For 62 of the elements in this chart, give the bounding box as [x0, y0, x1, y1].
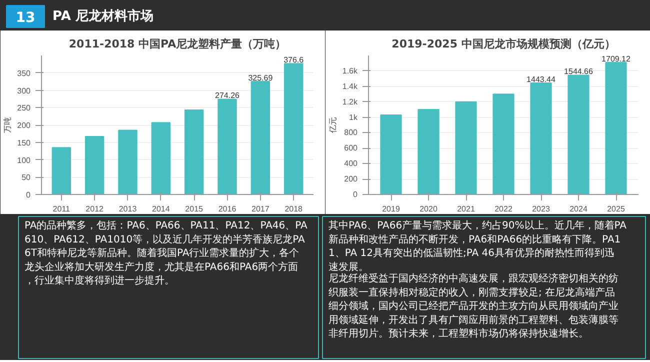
x-tick-label: 2024 [570, 204, 588, 214]
text: 1443.44 [526, 75, 556, 84]
y-tick-label: 1.2k [342, 97, 358, 106]
x-tick-label: 2018 [284, 204, 304, 214]
text: PA的品种繁多，包括：PA6、PA66、PA11、PA12、PA46、PA610、PA612、PA1010等，以及近几年开发的半芳香族尼龙PA6T和特种尼龙等新品种。随着我国PA行业需求量的扩大，各个龙头企业将加大研发生产力度，尤其是在PA66和PA6两个方面，行业集中度将得到进一步提升。 [24, 220, 308, 286]
bar [455, 101, 477, 194]
bar [218, 98, 237, 194]
x-tick-label: 2019 [382, 204, 400, 214]
y-tick-label: 150 [17, 138, 32, 148]
y-tick-label: 0 [353, 190, 358, 199]
x-tick-label: 2021 [457, 204, 476, 214]
bar [84, 136, 104, 194]
x-tick-label: 2025 [607, 204, 626, 214]
text: 325.69 [248, 73, 273, 82]
y-tick-label: 350 [17, 68, 32, 78]
bar [380, 114, 402, 194]
bar [52, 147, 72, 194]
chart-title: 2019-2025 中国尼龙市场规模预测（亿元） [392, 38, 616, 50]
y-tick-label: 0 [26, 190, 32, 200]
y-tick-label: 200 [344, 174, 358, 184]
x-tick-label: 2011 [52, 204, 71, 214]
text: PA 尼龙材料市场 [52, 8, 154, 24]
bar [118, 130, 138, 194]
text: 尼龙纤维受益于国内经济的中高速发展，跟宏观经济密切相关的纺织服装一直保持相对稳定的收入，刚需支撑较足; 在尼龙高端产品细分领域，国内公司已经把产品开发的主攻方向从民用领域向产业用领域延伸，开发出了具有广阔应用前景的工程塑料、包装薄膜等非纤用切片。预计未来，工程塑料市场仍将保持快速增长。 [328, 272, 618, 340]
text: 13 [16, 10, 36, 26]
x-tick-label: 2014 [152, 204, 170, 214]
y-tick-label: 600 [344, 144, 358, 153]
bar [151, 122, 171, 194]
text: 其中PA6、PA66产量与需求最大，约占90%以上。近几年，随着PA新品种和改性产品的不断开发，PA6和PA66的比重略有下降。PA11、PA 12具有突出的低温韧性;PA 46具有优异的耐热性而得到迅速发展。 [328, 220, 627, 273]
x-tick-label: 2012 [86, 204, 104, 214]
y-axis-title: 亿元 [328, 117, 338, 134]
bar [530, 82, 552, 194]
bar [568, 74, 590, 194]
y-tick-label: 200 [17, 121, 32, 130]
chart-title: 2011-2018 中国PA尼龙塑料产量（万吨） [68, 38, 286, 50]
bar [284, 63, 304, 194]
x-tick-label: 2023 [532, 204, 550, 214]
y-tick-label: 800 [344, 128, 358, 138]
y-tick-label: 100 [17, 156, 32, 165]
text: 1709.12 [602, 54, 630, 64]
text: 274.26 [215, 91, 240, 100]
text: 1544.66 [564, 67, 593, 76]
y-tick-label: 1.4k [342, 82, 358, 91]
bar [184, 110, 204, 194]
y-axis-title: 万吨 [3, 117, 12, 133]
x-tick-label: 2022 [494, 204, 513, 214]
y-tick-label: 250 [17, 104, 32, 113]
x-tick-label: 2017 [252, 204, 270, 214]
y-tick-label: 400 [344, 159, 358, 168]
y-tick-label: 1k [349, 112, 358, 122]
text: 376.6 [284, 56, 304, 65]
x-tick-label: 2013 [118, 204, 138, 214]
y-tick-label: 1.6k [342, 66, 358, 76]
bar [250, 80, 270, 194]
y-tick-label: 50 [22, 173, 32, 182]
x-tick-label: 2016 [218, 204, 237, 214]
x-tick-label: 2020 [420, 204, 438, 214]
y-tick-label: 300 [17, 86, 32, 96]
bar [418, 109, 440, 194]
bar [605, 62, 627, 194]
bar [492, 94, 514, 194]
x-tick-label: 2015 [185, 204, 204, 214]
